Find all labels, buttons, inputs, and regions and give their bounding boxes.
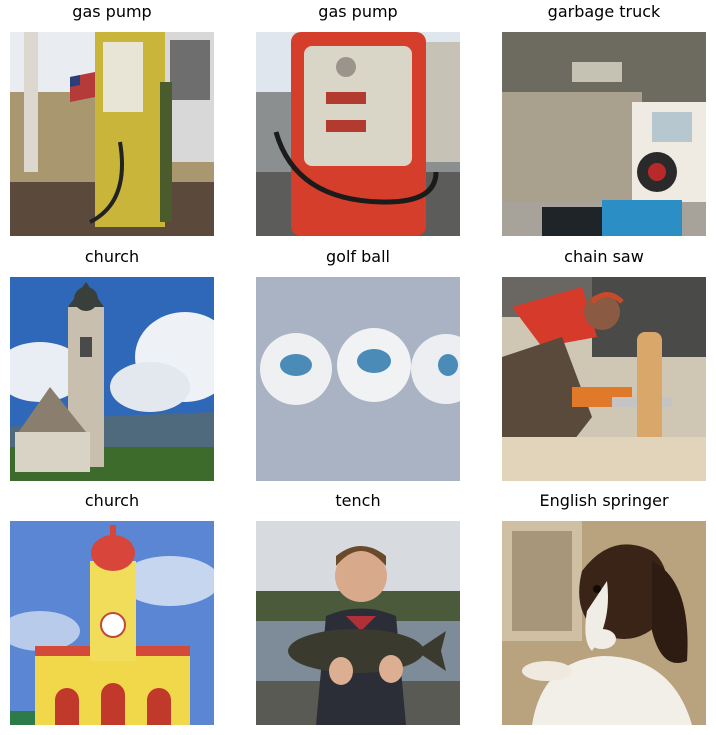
image-caption: gas pump: [72, 2, 152, 21]
image-tench: [256, 521, 460, 725]
image-caption: English springer: [539, 491, 669, 510]
image-church-2: [10, 521, 214, 725]
image-caption: golf ball: [326, 247, 390, 266]
image-caption: tench: [335, 491, 381, 510]
image-garbage-truck: [502, 32, 706, 236]
image-golf-ball: [256, 277, 460, 481]
image-gas-pump-2: [256, 32, 460, 236]
image-english-springer: [502, 521, 706, 725]
image-caption: garbage truck: [547, 2, 661, 21]
image-caption: church: [84, 491, 140, 510]
image-caption: church: [84, 247, 140, 266]
image-chain-saw: [502, 277, 706, 481]
image-caption: chain saw: [564, 247, 644, 266]
image-caption: gas pump: [318, 2, 398, 21]
image-gas-pump-1: [10, 32, 214, 236]
image-church-1: [10, 277, 214, 481]
